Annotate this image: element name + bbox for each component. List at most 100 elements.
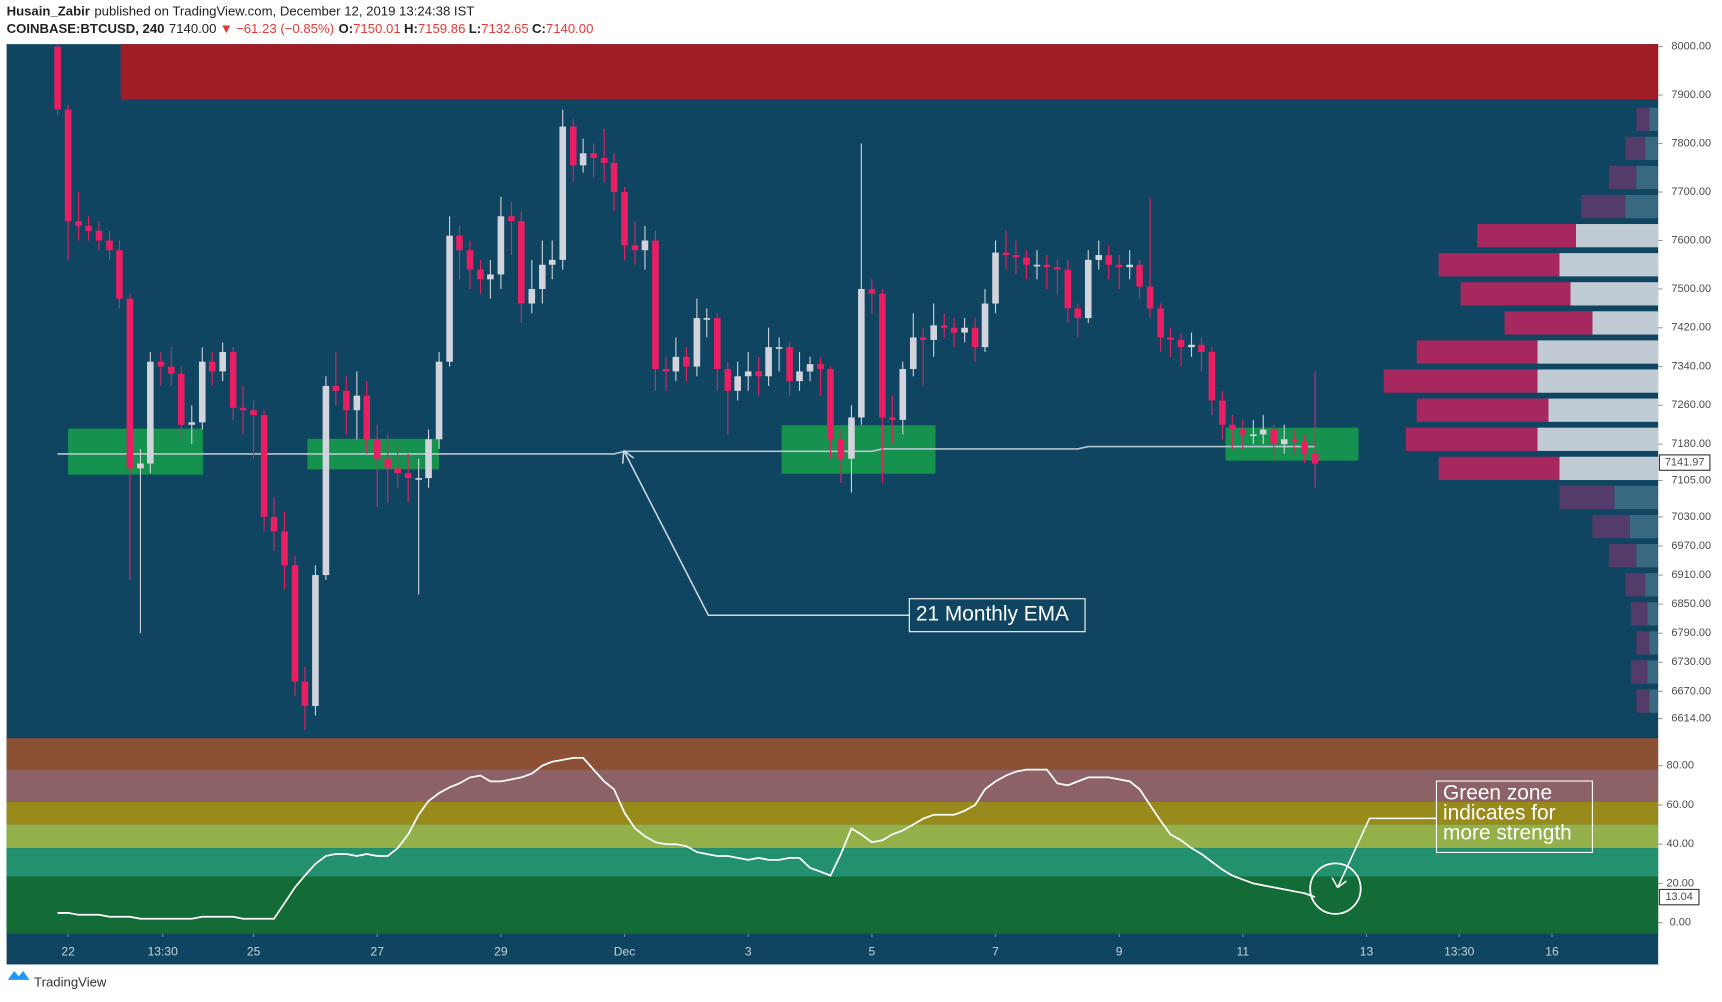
candle-body: [332, 385, 340, 391]
candle-body: [806, 364, 814, 372]
candle-body: [837, 439, 845, 459]
profile-up: [1649, 107, 1659, 131]
candle-body: [404, 473, 412, 479]
rsi-band: [6, 738, 1659, 770]
candle-body: [1239, 429, 1247, 435]
l-value: 7132.65: [481, 21, 529, 36]
x-tick-label: Dec: [614, 945, 635, 959]
y-tick-label: 60.00: [1667, 799, 1694, 811]
x-tick-label: 13:30: [148, 945, 179, 959]
candle-body: [950, 327, 958, 333]
profile-up: [1636, 165, 1659, 190]
candle-body: [1126, 264, 1133, 268]
profile-up: [1537, 369, 1659, 393]
candle-body: [641, 240, 649, 251]
candle-body: [992, 252, 999, 304]
o-label: O:: [338, 21, 353, 36]
rsi-band: [6, 802, 1659, 825]
candle-body: [477, 269, 484, 280]
note-connector: [1331, 817, 1437, 889]
candle-body: [1301, 441, 1308, 454]
profile-down: [1460, 282, 1571, 306]
profile-down: [1636, 107, 1650, 131]
candle-body: [1084, 259, 1092, 319]
candle-body: [662, 368, 670, 372]
profile-down: [1625, 573, 1646, 597]
candle-body: [868, 288, 876, 294]
profile-down: [1438, 456, 1560, 481]
x-tick-label: 5: [869, 945, 876, 959]
candle-body: [415, 478, 422, 480]
candle-body: [435, 361, 443, 440]
symbol-line: COINBASE:BTCUSD, 240 7140.00 ▼ −61.23 (−0.8…: [7, 21, 594, 36]
candle-body: [961, 327, 968, 333]
candle-body: [930, 325, 937, 340]
profile-up: [1575, 224, 1659, 248]
candle-body: [888, 417, 896, 420]
note-line: Green zone: [1443, 782, 1552, 805]
candle-body: [147, 361, 154, 464]
candle-body: [75, 221, 82, 226]
candle-body: [621, 192, 628, 246]
author: Husain_Zabir: [7, 4, 90, 19]
x-tick-label: 29: [494, 945, 508, 959]
candle-body: [250, 410, 257, 416]
candle-body: [755, 371, 763, 377]
c-label: C:: [532, 21, 546, 36]
candle-body: [1280, 439, 1288, 445]
published: published on TradingView.com, December 1…: [94, 4, 474, 19]
y-tick-label: 6790.00: [1671, 627, 1711, 639]
candle-body: [1259, 429, 1267, 435]
x-tick-label: 13: [1360, 945, 1374, 959]
rsi-band: [6, 824, 1659, 849]
profile-up: [1649, 631, 1659, 655]
y-tick-label: 6670.00: [1671, 685, 1711, 697]
candle-body: [1208, 352, 1216, 401]
x-tick-label: 3: [745, 945, 752, 959]
candle-body: [137, 463, 144, 469]
y-tick-label: 7600.00: [1671, 234, 1711, 246]
y-tick-label: 7800.00: [1671, 137, 1711, 149]
note-line: indicates for: [1443, 802, 1556, 825]
y-tick-label: 6850.00: [1671, 598, 1711, 610]
y-tick-label: 6614.00: [1671, 712, 1711, 724]
candle-body: [1311, 453, 1319, 464]
y-tick-label: 6730.00: [1671, 656, 1711, 668]
candle-body: [879, 293, 886, 418]
o-value: 7150.01: [353, 21, 401, 36]
profile-up: [1645, 136, 1659, 161]
y-tick-label: 7030.00: [1671, 511, 1711, 523]
note-circle: [1309, 862, 1362, 915]
candle-body: [1064, 269, 1072, 309]
profile-down: [1405, 427, 1538, 451]
candle-body: [425, 439, 432, 479]
h-label: H:: [404, 21, 418, 36]
profile-down: [1636, 689, 1650, 713]
support-zone: [1225, 427, 1359, 461]
candle-body: [54, 46, 61, 110]
candle-body: [858, 288, 865, 418]
candle-body: [1188, 344, 1195, 348]
candle-body: [1157, 308, 1164, 338]
ema-arrow: [621, 449, 910, 616]
candle-body: [981, 303, 989, 348]
profile-down: [1630, 602, 1648, 626]
candle-body: [487, 274, 494, 280]
candle-body: [85, 225, 92, 231]
profile-down: [1416, 398, 1549, 422]
candle-body: [1023, 257, 1030, 265]
candle-body: [1177, 339, 1185, 348]
price-axis: [1658, 39, 1722, 965]
profile-down: [1504, 311, 1593, 335]
candle-body: [703, 318, 711, 320]
candle-body: [600, 158, 608, 163]
candle-body: [713, 318, 721, 369]
y-tick-label: 40.00: [1667, 838, 1694, 850]
profile-up: [1647, 602, 1659, 626]
profile-down: [1608, 165, 1637, 190]
candle-body: [724, 368, 732, 391]
candle-body: [1012, 255, 1020, 258]
resistance-zone: [120, 44, 1659, 100]
profile-up: [1537, 427, 1659, 451]
profile-down: [1608, 544, 1637, 568]
